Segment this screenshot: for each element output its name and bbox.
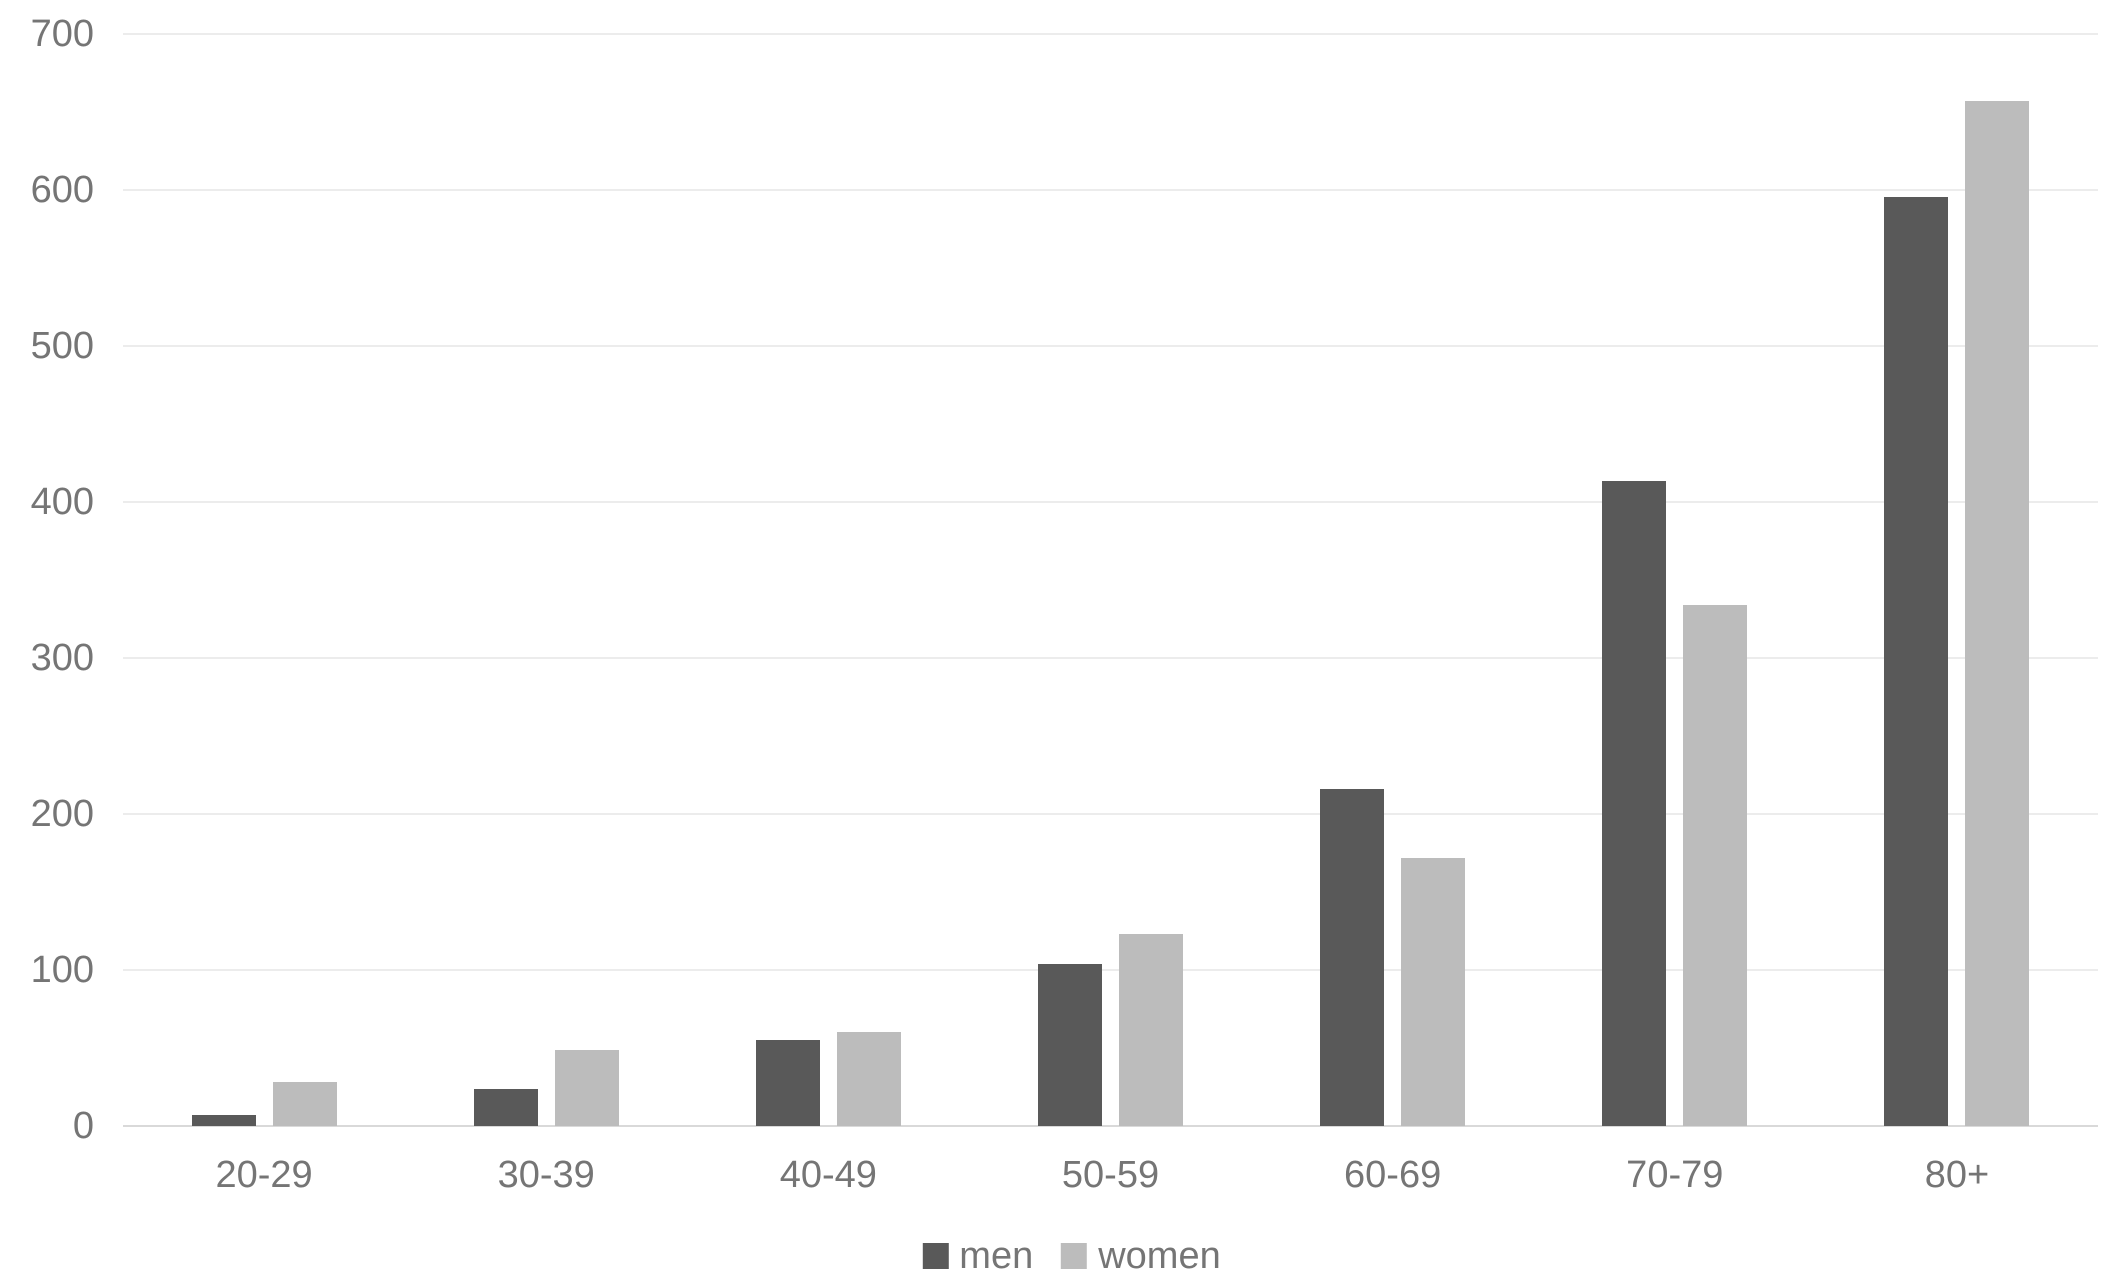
bar-women-50-59 [1119, 934, 1183, 1126]
x-tick-label-80+: 80+ [1924, 1154, 1990, 1196]
legend-label-men: men [959, 1235, 1034, 1277]
legend-swatch-men [922, 1243, 949, 1269]
gridline-400 [123, 500, 2098, 503]
y-tick-label-100: 100 [30, 948, 94, 991]
bar-men-50-59 [1038, 963, 1102, 1126]
bar-men-30-39 [473, 1088, 538, 1126]
gridline-500 [123, 344, 2098, 347]
legend-label-women: women [1098, 1235, 1221, 1277]
bar-men-70-79 [1602, 481, 1667, 1126]
y-tick-label-600: 600 [30, 168, 94, 211]
y-tick-label-500: 500 [30, 324, 94, 367]
x-tick-label-20-29: 20-29 [215, 1154, 313, 1196]
legend-item-men: men [922, 1237, 1033, 1275]
bar-women-60-69 [1401, 857, 1466, 1126]
gridline-200 [123, 812, 2098, 815]
x-tick-label-40-49: 40-49 [779, 1154, 877, 1196]
bar-women-70-79 [1683, 604, 1748, 1126]
y-tick-label-400: 400 [30, 480, 94, 523]
gridline-0 [123, 1125, 2098, 1127]
bar-women-20-29 [272, 1082, 337, 1126]
y-tick-label-300: 300 [30, 636, 94, 679]
bar-women-80+ [1965, 100, 2030, 1126]
bar-women-40-49 [836, 1032, 901, 1126]
bar-men-20-29 [191, 1115, 256, 1126]
legend-swatch-women [1061, 1243, 1088, 1269]
bar-men-80+ [1884, 197, 1949, 1126]
legend: men women [922, 1237, 1221, 1275]
x-tick-label-70-79: 70-79 [1626, 1154, 1724, 1196]
bar-women-30-39 [554, 1049, 619, 1126]
x-tick-label-30-39: 30-39 [497, 1154, 595, 1196]
y-tick-label-700: 700 [30, 12, 94, 55]
y-tick-label-0: 0 [72, 1105, 94, 1147]
bar-men-60-69 [1320, 788, 1385, 1126]
x-tick-label-50-59: 50-59 [1061, 1154, 1160, 1196]
gridline-600 [123, 188, 2098, 191]
bar-men-40-49 [755, 1040, 820, 1126]
y-tick-label-200: 200 [30, 792, 94, 835]
gridline-700 [123, 32, 2098, 35]
legend-item-women: women [1061, 1237, 1221, 1275]
x-tick-label-60-69: 60-69 [1344, 1154, 1442, 1196]
gridline-300 [123, 656, 2098, 659]
gridline-100 [123, 968, 2098, 971]
